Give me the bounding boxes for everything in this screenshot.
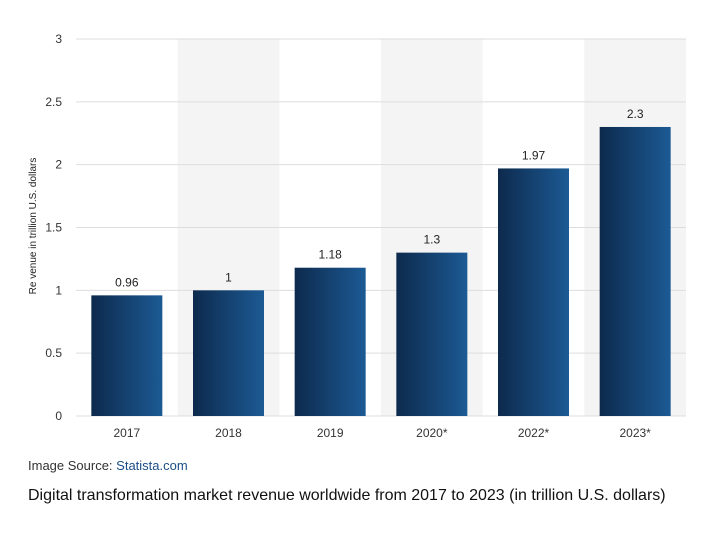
bars (91, 126, 671, 416)
x-tick-label: 2023* (619, 426, 651, 440)
bar-2022* (498, 168, 569, 416)
y-tick-label: 2.5 (45, 95, 62, 109)
bar-2019 (294, 267, 366, 416)
gridlines (76, 38, 686, 417)
data-label: 0.96 (115, 275, 139, 289)
bar-2020* (396, 252, 468, 416)
x-tick-label: 2018 (215, 426, 242, 440)
y-tick-label: 2 (55, 158, 62, 172)
data-label: 2.3 (627, 107, 644, 121)
data-label: 1.97 (522, 148, 546, 162)
y-axis-label: Re venue in trillion U.S. dollars (28, 158, 39, 295)
x-axis-labels: 2017 2018 2019 2020* 2022* 2023* (113, 426, 651, 440)
chart-caption: Digital transformation market revenue wo… (28, 487, 666, 504)
source-prefix: Image Source: (28, 458, 117, 473)
data-label: 1 (225, 270, 232, 284)
y-tick-label: 1.5 (45, 221, 62, 235)
data-labels: 0.96 1 1.18 1.3 1.97 2.3 (115, 107, 644, 289)
source-link[interactable]: Statista.com (116, 458, 188, 473)
y-tick-label: 0.5 (45, 346, 62, 360)
bar-2023* (599, 126, 671, 416)
image-source: Image Source: Statista.com (28, 458, 188, 473)
x-tick-label: 2019 (317, 426, 344, 440)
bar-2017 (91, 295, 163, 416)
y-tick-label: 0 (55, 409, 62, 423)
y-tick-label: 1 (55, 283, 62, 297)
y-tick-label: 3 (55, 32, 62, 46)
x-tick-label: 2022* (518, 426, 550, 440)
x-tick-label: 2017 (113, 426, 140, 440)
bar-2018 (193, 290, 264, 416)
x-tick-label: 2020* (416, 426, 448, 440)
y-axis-ticks: 0 0.5 1 1.5 2 2.5 3 (45, 32, 62, 423)
data-label: 1.3 (423, 233, 440, 247)
data-label: 1.18 (318, 248, 342, 262)
bar-chart: 00.511.522.53 0.96 11.181.31.972.3 2017 20… (28, 32, 686, 440)
